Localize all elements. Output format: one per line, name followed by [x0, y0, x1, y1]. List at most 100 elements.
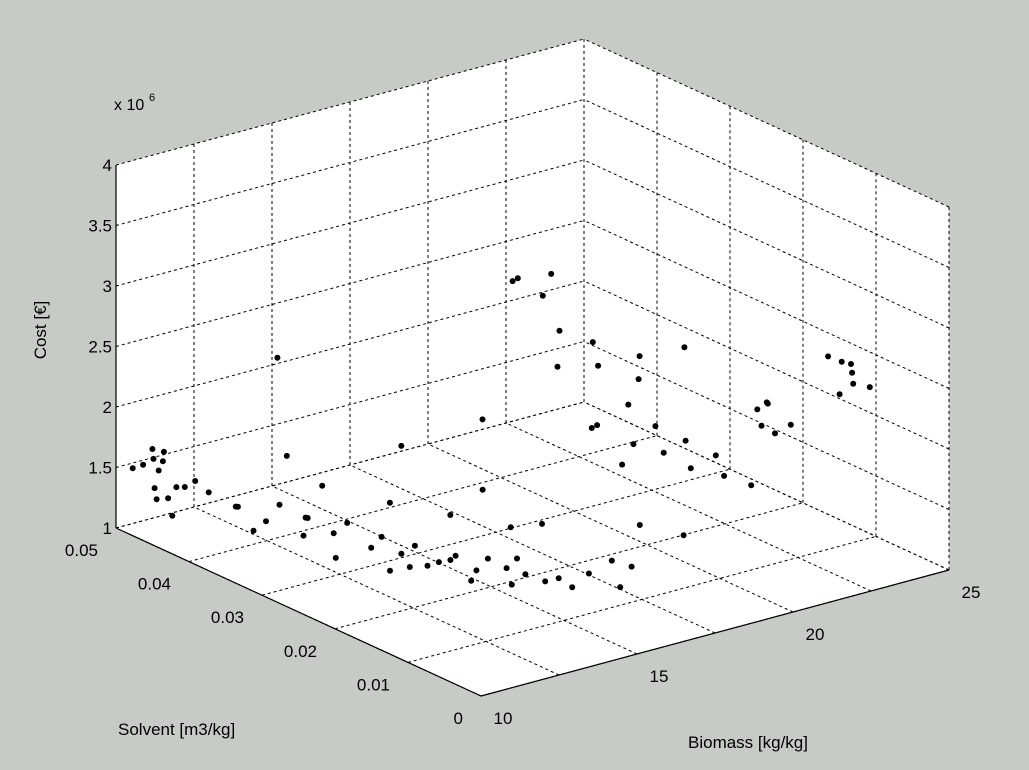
data-point: [406, 564, 413, 570]
data-point: [484, 555, 491, 562]
data-point: [589, 339, 596, 346]
data-point: [866, 384, 873, 391]
data-point: [635, 376, 642, 383]
floor-gridline-y: [188, 435, 658, 563]
floor-gridline-y: [261, 468, 731, 596]
wall-gridline-z: [115, 99, 585, 226]
data-point: [554, 363, 561, 370]
data-point: [159, 458, 166, 465]
data-point: [503, 565, 510, 572]
z-tick-label: 3: [103, 277, 112, 296]
wall-gridline-z: [115, 341, 585, 468]
z-axis-label: Cost [€]: [31, 301, 50, 360]
z-exponent-power: 6: [149, 92, 155, 104]
y-tick-label: 0.04: [138, 575, 171, 594]
x-tick-label: 20: [806, 625, 825, 644]
x-axis-line: [480, 569, 950, 697]
data-point: [652, 423, 659, 430]
data-point: [588, 425, 595, 431]
axes-grid: [115, 38, 950, 697]
wall-gridline-z: [115, 38, 585, 166]
data-point: [378, 533, 385, 540]
data-point: [712, 452, 719, 459]
z-exponent-base: x 10: [114, 97, 144, 114]
data-point: [848, 361, 854, 367]
data-point: [447, 512, 454, 518]
data-point: [330, 530, 337, 537]
data-point: [608, 557, 615, 564]
data-point: [539, 292, 546, 299]
data-point: [514, 555, 520, 562]
data-point: [758, 422, 765, 429]
wall-gridline-z: [583, 99, 950, 268]
data-point: [387, 567, 393, 574]
x-tick-label: 25: [962, 583, 981, 602]
data-point: [539, 520, 545, 527]
data-point: [625, 401, 632, 408]
floor-gridline-x: [271, 485, 638, 655]
data-point: [849, 369, 856, 376]
data-point: [594, 422, 601, 429]
data-point: [772, 430, 778, 437]
data-point: [507, 524, 514, 531]
y-axis-label: Solvent [m3/kg]: [118, 720, 235, 739]
data-point: [687, 465, 694, 472]
data-point: [234, 503, 241, 510]
data-point: [619, 461, 626, 468]
z-tick-label: 1: [103, 519, 112, 538]
wall-gridline-z: [583, 220, 950, 389]
data-point: [276, 501, 283, 508]
data-point: [660, 449, 667, 456]
wall-gridline-z: [115, 159, 585, 287]
y-tick-label: 0.03: [211, 608, 244, 627]
data-point: [129, 465, 136, 472]
data-point: [447, 557, 454, 563]
data-point: [181, 484, 188, 490]
data-point: [680, 532, 687, 539]
data-point: [368, 544, 375, 551]
data-point: [173, 484, 180, 491]
data-point: [764, 400, 771, 407]
z-tick-label: 1.5: [88, 459, 112, 478]
data-point: [263, 518, 269, 525]
data-point: [682, 437, 689, 444]
y-tick-label: 0.02: [284, 642, 317, 661]
data-point: [636, 522, 643, 528]
data-point: [283, 452, 290, 459]
data-point: [424, 562, 431, 569]
data-point: [825, 353, 832, 360]
data-point: [468, 577, 475, 584]
data-point: [479, 416, 486, 423]
data-points: [129, 270, 873, 591]
wall-gridline-z: [583, 280, 950, 450]
data-point: [617, 584, 624, 591]
floor-gridline-x: [427, 443, 794, 613]
data-point: [398, 550, 405, 557]
data-point: [435, 559, 442, 566]
data-point: [386, 499, 393, 506]
y-axis-line: [115, 527, 482, 697]
data-point: [153, 496, 160, 503]
x-axis-label: Biomass [kg/kg]: [688, 733, 808, 752]
data-point: [332, 554, 339, 561]
x-tick-label: 15: [650, 667, 669, 686]
data-point: [850, 380, 857, 387]
floor-gridline-y: [407, 535, 877, 663]
wall-gridline-z: [115, 220, 585, 347]
data-point: [556, 327, 563, 334]
data-point: [721, 472, 728, 479]
data-point: [681, 344, 688, 351]
wall-gridline-z: [583, 341, 950, 510]
data-point: [192, 478, 199, 484]
data-point: [636, 353, 643, 360]
data-point: [150, 455, 157, 462]
wall-gridline-z: [583, 159, 950, 329]
data-point: [555, 575, 562, 582]
data-point: [411, 542, 418, 549]
data-point: [522, 571, 529, 578]
data-point: [319, 482, 326, 489]
y-tick-label: 0.05: [65, 541, 98, 560]
floor-gridline-x: [349, 464, 716, 634]
axes-ticks: 10 15 20 25 0 0.01 0.02 0.03 0.04 0.05 1 1.5 2 2.5 3 3.…: [65, 156, 981, 728]
